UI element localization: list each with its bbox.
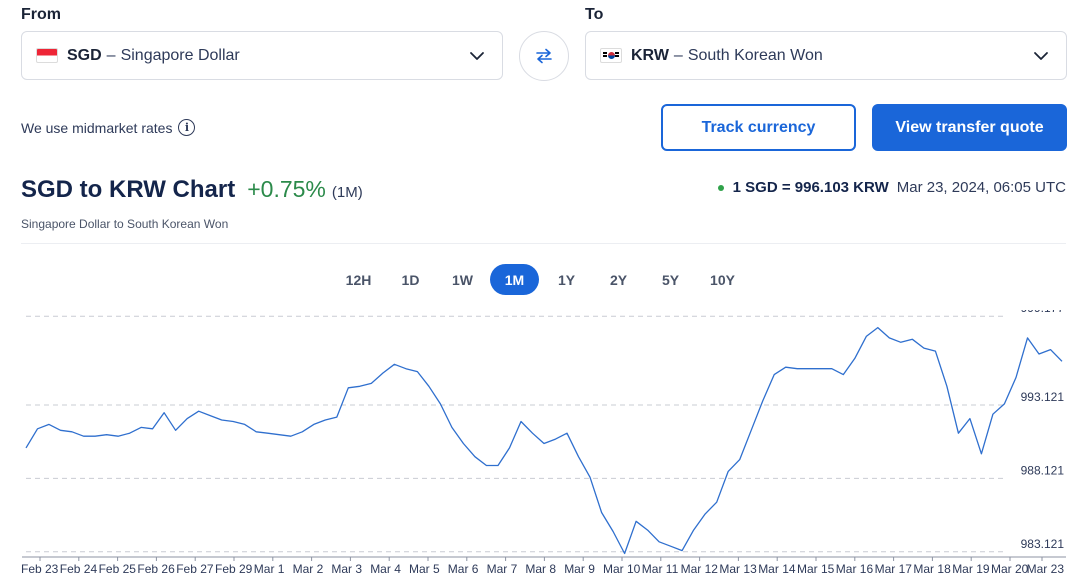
chevron-down-icon[interactable]	[1032, 47, 1050, 65]
chart-title: SGD to KRW Chart	[21, 176, 236, 203]
chart-header: SGD to KRW Chart +0.75% (1M)	[21, 176, 363, 204]
x-tick-label: Mar 2	[293, 562, 324, 576]
to-currency-dash: –	[673, 46, 683, 64]
period-tab-1y[interactable]: 1Y	[557, 271, 576, 288]
y-tick-label: 988.121	[1021, 463, 1065, 477]
x-tick-label: Mar 1	[254, 562, 285, 576]
x-tick-label: Mar 12	[681, 562, 719, 576]
to-label: To	[585, 6, 604, 23]
x-tick-label: Mar 6	[448, 562, 479, 576]
rate-value: 1 SGD = 996.103 KRW	[732, 179, 889, 196]
south-korea-flag-icon	[600, 48, 622, 63]
period-tab-5y[interactable]: 5Y	[661, 271, 680, 288]
x-tick-label: Mar 20	[991, 562, 1029, 576]
x-tick-label: Mar 9	[564, 562, 595, 576]
swap-arrows-icon	[536, 48, 552, 64]
current-rate: 1 SGD = 996.103 KRW Mar 23, 2024, 06:05 …	[717, 179, 1066, 196]
x-tick-label: Mar 7	[487, 562, 518, 576]
x-tick-label: Feb 23	[21, 562, 59, 576]
view-transfer-quote-button[interactable]: View transfer quote	[872, 104, 1067, 151]
x-tick-label: Feb 27	[176, 562, 214, 576]
rate-timestamp: Mar 23, 2024, 06:05 UTC	[896, 179, 1066, 196]
x-tick-label: Mar 13	[719, 562, 757, 576]
track-currency-button[interactable]: Track currency	[661, 104, 856, 151]
x-tick-label: Feb 26	[137, 562, 175, 576]
period-tab-12h[interactable]: 12H	[345, 271, 372, 288]
chevron-down-icon[interactable]	[468, 47, 486, 65]
x-tick-label: Mar 19	[952, 562, 990, 576]
period-tab-2y[interactable]: 2Y	[609, 271, 628, 288]
from-currency-dash: –	[106, 46, 116, 64]
from-label: From	[21, 6, 61, 23]
y-tick-label: 983.121	[1021, 537, 1065, 551]
x-tick-label: Mar 8	[525, 562, 556, 576]
from-currency-code: SGD	[67, 46, 102, 64]
period-tab-1w[interactable]: 1W	[452, 271, 473, 288]
x-tick-label: Mar 15	[797, 562, 835, 576]
period-tabs: 12H 1D 1W 1M 1Y 2Y 5Y 10Y	[334, 264, 750, 295]
x-tick-label: Mar 3	[331, 562, 362, 576]
x-tick-label: Mar 17	[875, 562, 913, 576]
period-tab-10y[interactable]: 10Y	[710, 271, 735, 288]
divider	[21, 243, 1066, 244]
x-tick-label: Feb 24	[60, 562, 98, 576]
x-tick-label: Mar 11	[642, 562, 679, 576]
x-tick-label: Mar 5	[409, 562, 440, 576]
midmarket-text: We use midmarket rates	[21, 119, 173, 136]
x-tick-label: Feb 29	[215, 562, 253, 576]
x-tick-label: Mar 4	[370, 562, 401, 576]
period-tab-1m[interactable]: 1M	[490, 264, 539, 295]
x-tick-label: Feb 25	[99, 562, 137, 576]
chart-subtitle: Singapore Dollar to South Korean Won	[21, 217, 229, 231]
x-tick-label: Mar 14	[758, 562, 796, 576]
to-currency-name: South Korean Won	[687, 46, 823, 64]
rate-series-line	[25, 326, 1063, 555]
to-currency-code: KRW	[631, 46, 669, 64]
info-icon[interactable]: i	[178, 119, 196, 136]
y-tick-label: 999.177	[1021, 310, 1065, 315]
change-percent: +0.75%	[247, 176, 326, 202]
x-tick-label: Mar 23	[1027, 562, 1065, 576]
change-period: (1M)	[331, 184, 363, 201]
y-tick-label: 993.121	[1021, 390, 1065, 404]
singapore-flag-icon	[36, 48, 58, 63]
live-dot-icon	[717, 184, 724, 191]
x-tick-label: Mar 18	[913, 562, 951, 576]
from-currency-name: Singapore Dollar	[120, 46, 240, 64]
x-tick-label: Mar 10	[603, 562, 641, 576]
midmarket-note: We use midmarket rates i	[21, 119, 196, 136]
swap-currencies-button[interactable]	[519, 31, 569, 81]
period-tab-1d[interactable]: 1D	[401, 271, 420, 288]
from-currency-select[interactable]: SGD – Singapore Dollar	[21, 31, 503, 80]
to-currency-select[interactable]: KRW – South Korean Won	[585, 31, 1067, 80]
x-tick-label: Mar 16	[836, 562, 874, 576]
